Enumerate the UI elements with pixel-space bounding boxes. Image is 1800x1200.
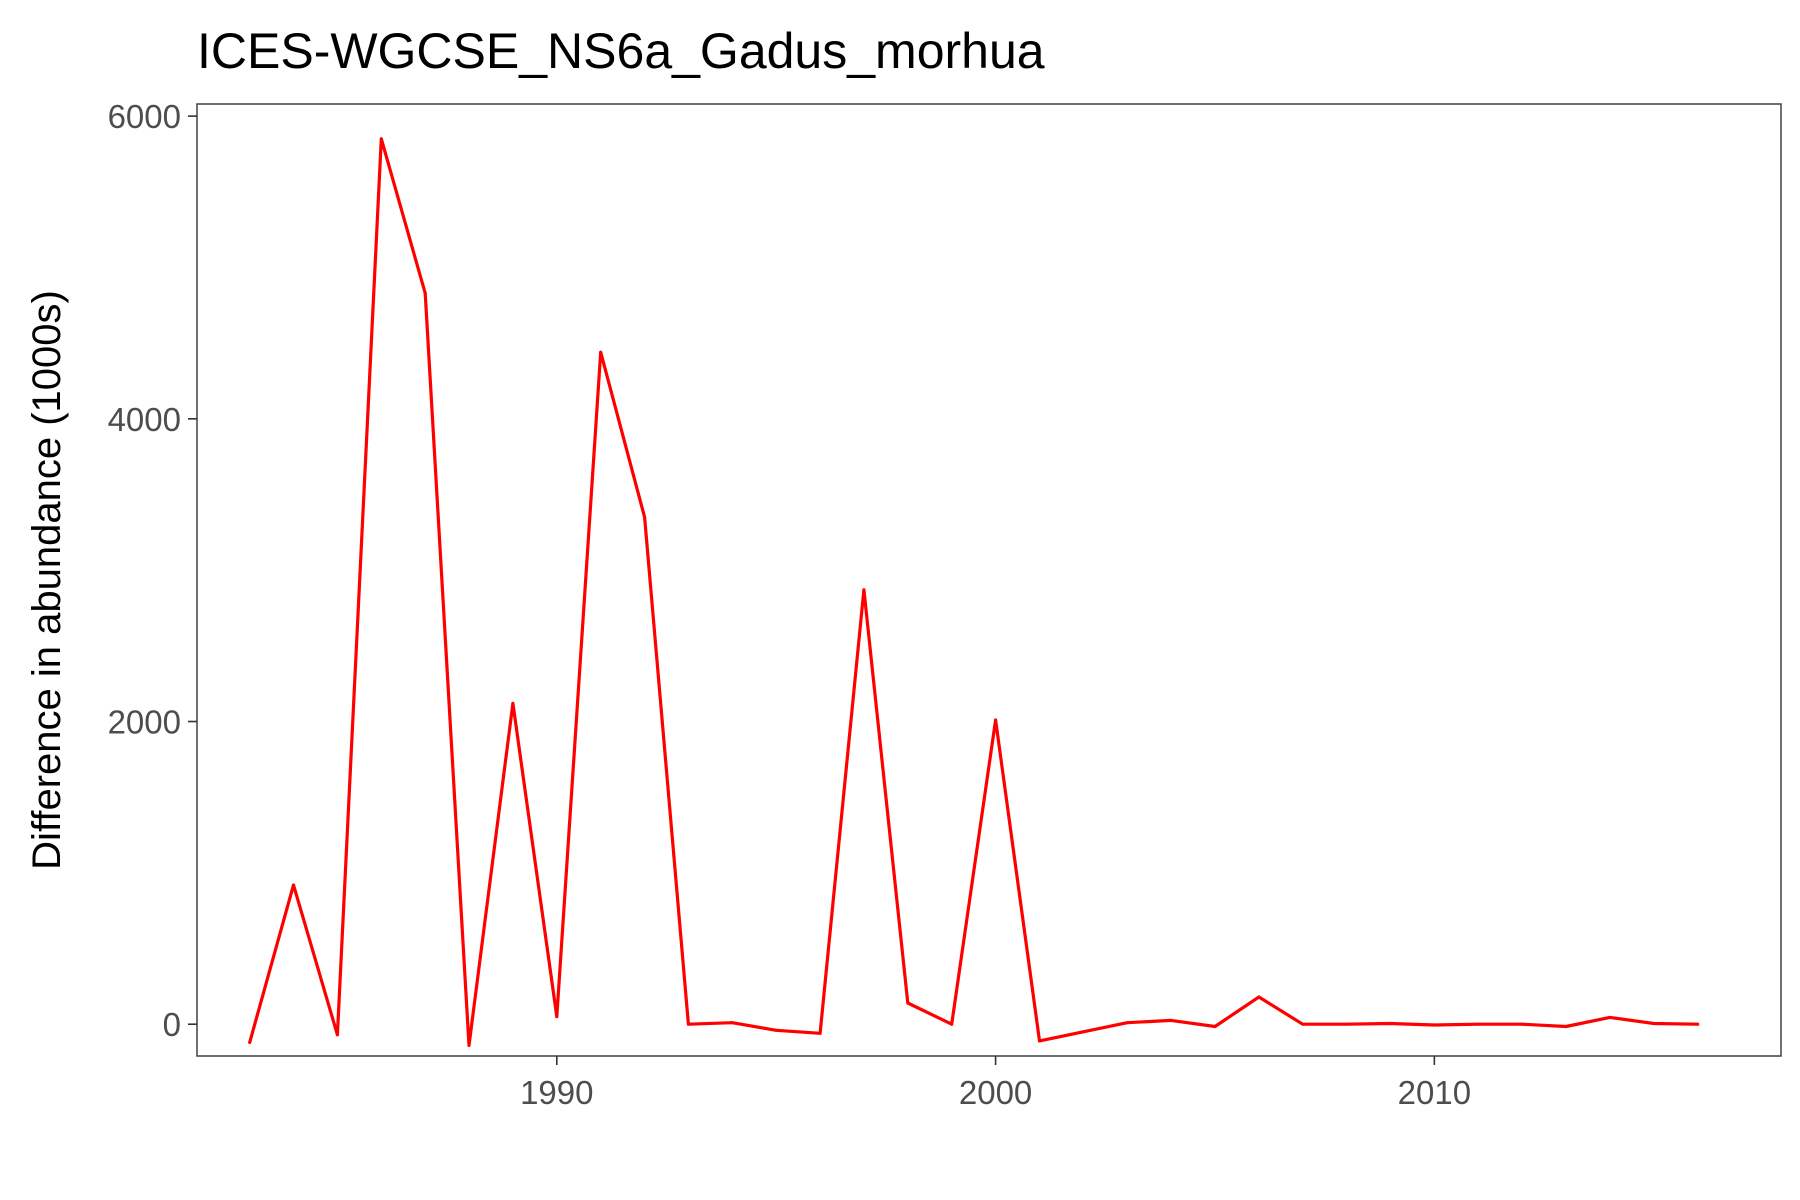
data-point (1169, 1018, 1173, 1022)
data-point (1389, 1022, 1392, 1025)
series-layer (248, 137, 1700, 1048)
data-point (335, 1033, 339, 1037)
data-point (1125, 1021, 1129, 1025)
data-point (248, 1040, 252, 1044)
data-point (1608, 1015, 1612, 1019)
data-point (292, 883, 295, 887)
data-point (1038, 1039, 1041, 1043)
plot-panel (196, 103, 1782, 1057)
x-tick-label: 2010 (1398, 1074, 1471, 1111)
y-axis-label: Difference in abundance (1000s) (25, 290, 69, 870)
series-line (248, 137, 1700, 1048)
y-axis: 0 2000 4000 6000 (108, 98, 197, 1043)
x-tick-label: 1990 (520, 1074, 593, 1111)
data-point (423, 291, 427, 295)
y-tick-label: 2000 (108, 704, 181, 741)
data-point (774, 1028, 778, 1032)
data-point (1213, 1025, 1217, 1028)
data-point (379, 137, 383, 141)
y-tick-label: 4000 (108, 401, 181, 438)
data-point (1081, 1030, 1085, 1034)
y-tick-label: 0 (163, 1006, 181, 1043)
data-point (555, 1015, 559, 1019)
data-point (1432, 1023, 1436, 1027)
data-point (1301, 1022, 1305, 1026)
data-point (1476, 1022, 1480, 1026)
data-point (818, 1031, 822, 1035)
data-point (1345, 1022, 1349, 1026)
x-axis: 1990 2000 2010 (520, 1056, 1471, 1111)
chart-title: ICES-WGCSE_NS6a_Gadus_morhua (197, 23, 1045, 79)
data-point (950, 1022, 954, 1026)
data-point (511, 701, 515, 705)
data-point (1696, 1022, 1700, 1026)
data-point (1652, 1022, 1656, 1025)
data-point (686, 1022, 690, 1026)
data-point (730, 1021, 734, 1025)
y-tick-label: 6000 (108, 98, 181, 135)
data-point (1257, 995, 1261, 999)
data-point (1520, 1022, 1524, 1026)
data-point (994, 718, 998, 722)
data-point (643, 515, 647, 519)
data-point (906, 1001, 910, 1005)
data-point (862, 588, 866, 592)
data-point (1564, 1025, 1568, 1028)
x-tick-label: 2000 (959, 1074, 1032, 1111)
data-point (599, 350, 603, 354)
data-point (467, 1043, 471, 1047)
